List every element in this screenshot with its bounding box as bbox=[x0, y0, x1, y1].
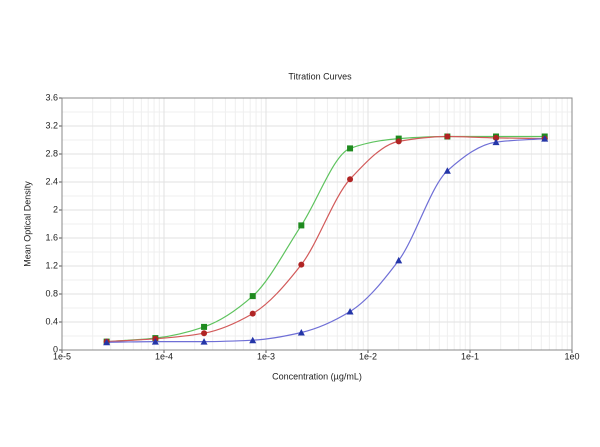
data-point bbox=[395, 138, 402, 145]
x-tick-label: 1e-2 bbox=[359, 351, 377, 361]
data-point bbox=[200, 338, 208, 345]
y-tick-label: 2.4 bbox=[45, 176, 58, 186]
grid bbox=[61, 97, 573, 351]
y-tick-label: 2 bbox=[53, 204, 58, 214]
data-point bbox=[298, 261, 305, 268]
x-tick-label: 1e-1 bbox=[461, 351, 479, 361]
x-tick-label: 1e0 bbox=[564, 351, 579, 361]
x-tick-label: 1e-4 bbox=[155, 351, 173, 361]
plot bbox=[103, 133, 549, 346]
data-point bbox=[346, 308, 354, 315]
y-tick-label: 0.8 bbox=[45, 288, 58, 298]
y-tick-label: 0 bbox=[53, 344, 58, 354]
data-point bbox=[151, 338, 159, 345]
data-point bbox=[347, 176, 354, 183]
data-point bbox=[298, 222, 305, 229]
data-point bbox=[249, 336, 257, 344]
data-point bbox=[347, 145, 354, 152]
data-point bbox=[444, 133, 451, 140]
y-tick-label: 3.6 bbox=[45, 92, 58, 102]
y-tick-label: 1.2 bbox=[45, 260, 58, 270]
fit-curve bbox=[106, 135, 545, 343]
chart-title: Titration Curves bbox=[288, 71, 352, 81]
x-axis-label: Concentration (µg/mL) bbox=[272, 371, 362, 381]
data-point bbox=[541, 135, 549, 142]
data-point bbox=[201, 323, 208, 330]
data-point bbox=[443, 167, 451, 174]
data-point bbox=[249, 310, 256, 317]
data-point bbox=[249, 293, 256, 300]
plot-frame bbox=[61, 97, 573, 351]
data-point bbox=[492, 138, 500, 146]
x-tick-label: 1e-5 bbox=[53, 351, 71, 361]
data-point bbox=[493, 134, 500, 141]
data-point bbox=[103, 338, 111, 346]
x-tick-label: 1e-3 bbox=[257, 351, 275, 361]
y-tick-label: 2.8 bbox=[45, 148, 58, 158]
y-axis-label: Mean Optical Density bbox=[22, 181, 32, 267]
y-tick-label: 0.4 bbox=[45, 316, 58, 326]
y-tick-label: 3.2 bbox=[45, 120, 58, 130]
fit-curve bbox=[106, 138, 545, 343]
data-point bbox=[395, 256, 403, 264]
data-point bbox=[297, 329, 305, 336]
fit-curve bbox=[106, 135, 545, 343]
data-point bbox=[201, 330, 208, 337]
y-tick-label: 1.6 bbox=[45, 232, 58, 242]
